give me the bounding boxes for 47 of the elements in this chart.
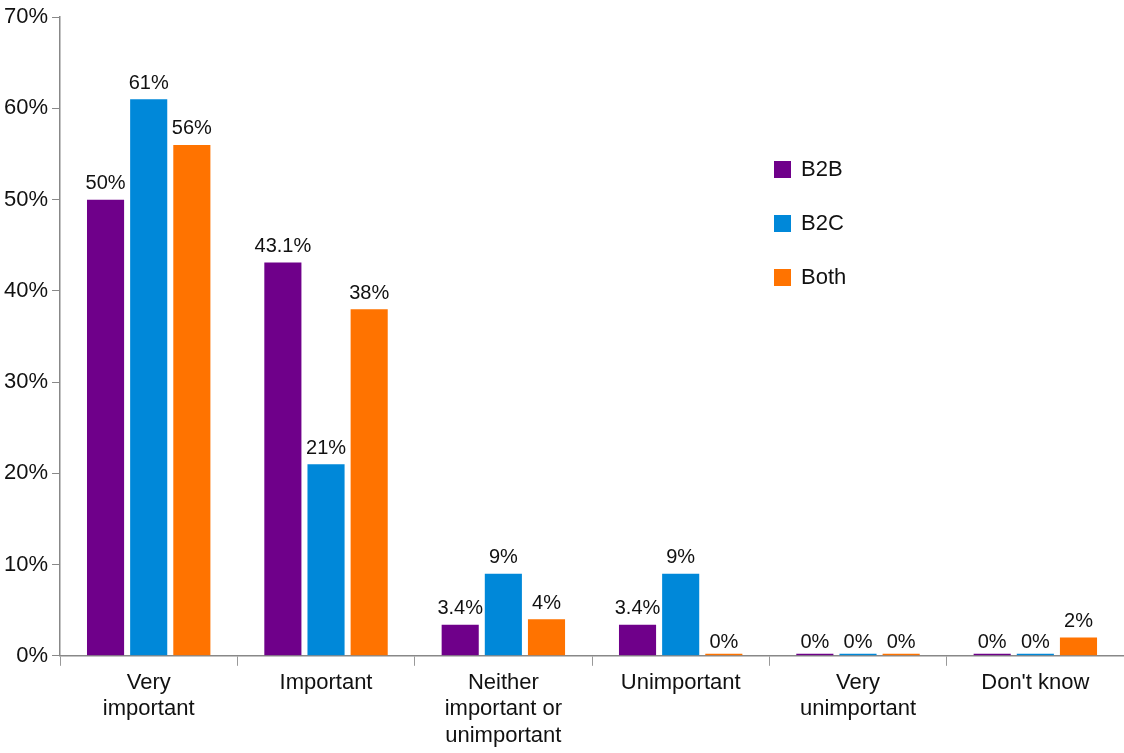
x-tick-label: Don't know [981,669,1090,695]
bar [130,99,168,656]
x-tick-label: Important [279,669,373,695]
bar [1059,637,1098,656]
data-label: 0% [800,630,830,653]
bar [441,624,479,656]
data-label: 9% [488,545,519,568]
data-label: 2% [1064,609,1094,632]
data-label: 61% [128,70,169,93]
data-label: 0% [1020,630,1051,653]
data-label: 38% [349,280,390,303]
data-label: 9% [666,545,696,568]
data-label: 4% [532,590,562,613]
bar [484,573,522,656]
y-tick-label: 20% [3,459,49,485]
x-tick-label: Unimportant [620,669,741,695]
data-label: 3.4% [614,596,661,619]
data-label: 0% [709,630,739,653]
data-label: 3.4% [437,596,484,619]
y-tick-label: 70% [3,3,49,29]
bar [307,464,345,656]
data-label: 21% [306,435,347,458]
y-tick-label: 10% [3,550,49,576]
y-tick-label: 40% [3,276,49,302]
bar [264,262,302,656]
x-tick-label: Very unimportant [799,669,917,721]
legend-label: B2C [801,210,844,237]
x-tick-label: Neither important or unimportant [444,669,563,747]
bar [350,309,388,656]
bar [662,573,700,656]
y-tick-label: 50% [3,185,49,211]
y-tick-label: 30% [3,368,49,394]
data-label: 0% [886,630,916,653]
bar [86,199,125,656]
y-tick-label: 0% [16,641,49,667]
legend-label: Both [801,264,847,291]
x-tick-label: Very important [102,669,195,721]
data-label: 50% [85,171,126,194]
bar [173,144,211,656]
legend-label: B2B [801,156,843,183]
data-label: 0% [977,630,1007,653]
bar [527,619,566,656]
data-label: 56% [171,116,213,139]
bar [618,624,657,656]
y-tick-label: 60% [3,94,49,120]
data-label: 0% [843,630,873,653]
data-label: 43.1% [254,234,312,257]
